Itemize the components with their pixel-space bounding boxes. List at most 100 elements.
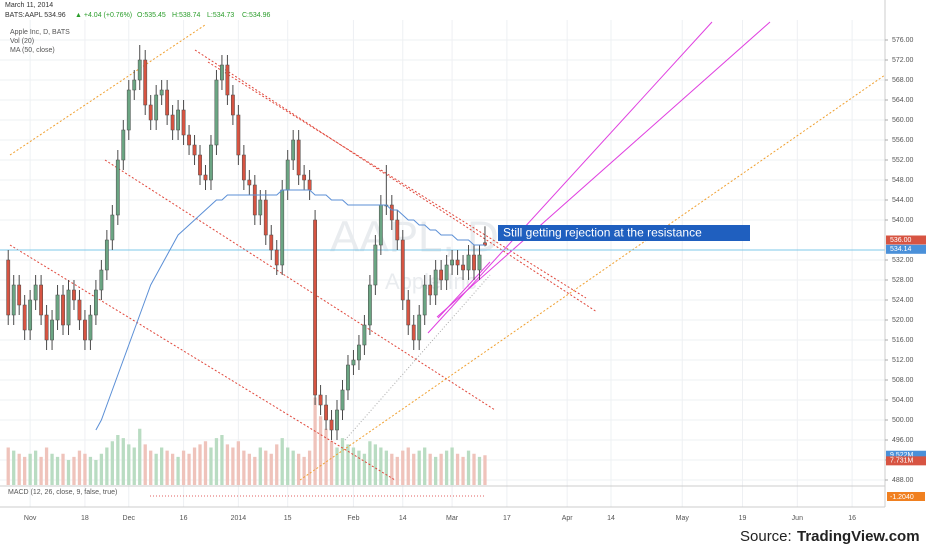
y-tick-label: 548.00 [892,177,914,184]
x-tick-label: Mar [446,515,459,522]
candle-body [66,289,71,326]
volume-bar [269,453,273,485]
volume-tag [886,450,926,460]
candle-body [209,144,213,181]
candle-body [285,159,290,191]
candle-body [104,239,109,271]
volume-bar [143,444,147,485]
candle-body [296,139,301,176]
candle-body [428,284,433,296]
y-tick-label: 516.00 [892,337,914,344]
candle-body [357,344,361,361]
macd-tag-text: -1.2040 [890,494,914,501]
candle-body [362,324,367,346]
x-tick-label: 16 [848,515,856,522]
volume-bar [99,453,104,485]
candle-body [181,109,186,136]
channel-line [436,21,771,318]
y-tick-label: 544.00 [892,197,914,204]
candle-body [137,59,142,81]
x-tick-label: 19 [739,515,747,522]
candle-body [236,114,241,156]
volume-bar [55,456,60,485]
volume-bar [247,453,251,485]
candle-body [176,109,180,131]
moving-average [95,189,485,431]
volume-bar [72,456,76,485]
candle-body [61,294,65,326]
volume-bar [291,450,295,485]
volume-bar [417,450,421,485]
x-tick-label: Feb [347,515,359,522]
annotation-box [498,225,750,241]
candle-body [94,289,98,316]
symbol: BATS:AAPL 534.96 [5,12,66,19]
candle-body [241,154,246,181]
candle-body [247,179,252,186]
candle-body [422,284,427,316]
candle-body [115,159,120,216]
volume-bar [450,447,454,485]
candle-body [154,94,159,121]
candle-body [417,314,422,341]
volume-bar [483,455,487,485]
candle-body [44,314,49,341]
candle-body [450,259,454,266]
volume-bar [138,428,142,485]
y-tick-label: 572.00 [892,57,914,64]
volume-bar [209,447,213,485]
volume-bar [236,441,241,485]
x-tick-label: 15 [284,515,292,522]
volume-bar [373,444,378,485]
volume-bar [61,453,65,485]
volume-bar [253,456,257,485]
volume-bar [88,456,93,485]
legend-entry: Apple Inc, D, BATS [10,29,70,36]
candle-body [50,319,54,341]
candle-body [302,174,307,181]
candle-body [22,304,27,331]
source-name: TradingView.com [797,528,920,545]
candle-body [307,179,312,191]
volume-bar [351,447,356,485]
candle-body [389,204,394,221]
channel-line [427,21,713,334]
candle-body [269,234,274,251]
trend-line [299,74,886,481]
candle-body [263,199,268,236]
x-tick-label: 14 [607,515,615,522]
volume-bar [280,438,284,485]
macd-tag [887,492,925,501]
y-tick-label: 556.00 [892,137,914,144]
candle-body [55,294,60,321]
candle-body [351,359,356,366]
candle-body [439,269,444,281]
x-tick-label: Jun [792,515,803,522]
x-tick-label: 14 [399,515,407,522]
macd-label: MACD (12, 26, close, 9, false, true) [8,489,117,496]
candle-body [33,284,38,301]
candle-body [88,314,93,341]
candle-body [346,364,350,391]
volume-bar [357,450,361,485]
volume-bar [214,438,219,485]
volume-bar [324,428,328,485]
volume-bar [335,447,339,485]
volume-bar [466,450,471,485]
volume-bar [149,450,153,485]
candle-body [400,239,405,301]
candle-body [258,199,263,216]
candle-body [313,219,317,396]
volume-bar [44,447,49,485]
volume-bar [379,447,383,485]
x-tick-label: Apr [562,515,574,522]
candle-body [252,184,257,216]
high: H:538.74 [172,12,201,19]
volume-bar [132,447,136,485]
y-tick-label: 568.00 [892,77,914,84]
candle-body [231,94,235,116]
candle-body [411,324,416,341]
trend-line [9,244,396,481]
volume-bar [160,447,164,485]
candle-body [433,269,438,296]
